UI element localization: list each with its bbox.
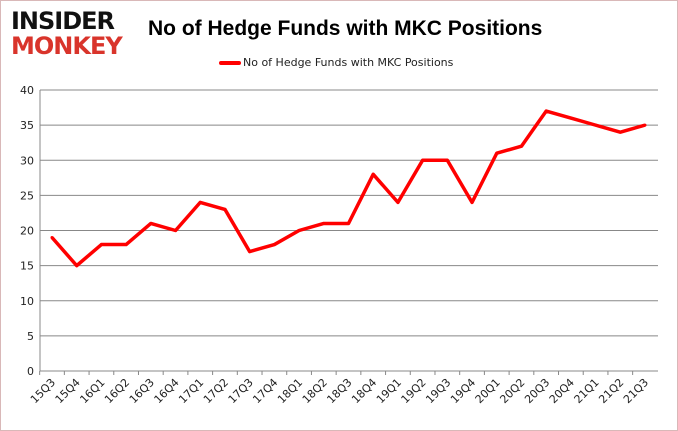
y-tick-label: 40: [20, 84, 34, 97]
x-tick-label: 16Q1: [77, 376, 107, 406]
x-tick-label: 21Q1: [572, 376, 602, 406]
x-tick-label: 16Q4: [152, 376, 182, 406]
y-tick-label: 15: [20, 260, 34, 273]
data-point: [371, 172, 375, 176]
data-point: [618, 130, 622, 134]
data-point: [223, 207, 227, 211]
chart-title: No of Hedge Funds with MKC Positions: [148, 17, 543, 40]
logo-line2: MONKEY: [11, 32, 123, 60]
data-point: [248, 250, 252, 254]
x-tick-label: 21Q3: [621, 376, 651, 406]
legend-label: No of Hedge Funds with MKC Positions: [243, 56, 454, 69]
x-tick-label: 17Q2: [201, 376, 231, 406]
data-point: [594, 123, 598, 127]
x-tick-label: 17Q3: [226, 376, 256, 406]
legend-swatch: [219, 60, 241, 65]
data-point: [495, 151, 499, 155]
x-tick-label: 18Q1: [275, 376, 305, 406]
x-tick-label: 18Q2: [300, 376, 330, 406]
x-tick-label: 15Q3: [28, 376, 58, 406]
data-point: [445, 158, 449, 162]
logo-line1: INSIDER: [11, 7, 115, 35]
data-point: [75, 264, 79, 268]
data-point: [347, 221, 350, 225]
data-point: [198, 200, 202, 204]
data-point: [124, 243, 128, 247]
x-tick-label: 20Q1: [473, 376, 503, 406]
y-tick-label: 5: [27, 330, 34, 343]
data-point: [297, 229, 301, 232]
insider-monkey-logo: INSIDER MONKEY: [11, 9, 129, 59]
y-tick-label: 35: [20, 119, 34, 132]
data-point: [322, 221, 326, 225]
x-tick-label: 15Q4: [53, 376, 83, 406]
data-point: [569, 116, 573, 120]
x-tick-label: 17Q4: [250, 376, 280, 406]
x-tick-label: 21Q2: [596, 376, 626, 406]
data-point: [99, 243, 103, 247]
legend: No of Hedge Funds with MKC Positions: [219, 56, 453, 69]
data-point: [544, 109, 548, 113]
y-tick-label: 0: [27, 365, 34, 378]
data-point: [174, 229, 178, 232]
series-line: [50, 109, 646, 268]
data-point: [396, 200, 400, 204]
x-tick-label: 18Q4: [349, 376, 379, 406]
x-tick-label: 20Q4: [547, 376, 577, 406]
x-tick-label: 16Q3: [127, 376, 157, 406]
data-point: [643, 123, 647, 127]
y-tick-label: 25: [20, 189, 34, 202]
x-tick-label: 18Q3: [324, 376, 354, 406]
x-tick-label: 19Q1: [374, 376, 404, 406]
y-tick-label: 30: [20, 154, 34, 167]
x-tick-label: 19Q2: [399, 376, 429, 406]
data-point: [272, 243, 276, 247]
x-tick-label: 17Q1: [176, 376, 206, 406]
data-point: [421, 158, 425, 162]
data-point: [149, 221, 153, 225]
x-tick-label: 16Q2: [102, 376, 132, 406]
y-tick-label: 20: [20, 225, 34, 238]
x-tick-label: 20Q3: [522, 376, 552, 406]
data-point: [470, 200, 474, 204]
y-tick-label: 10: [20, 295, 34, 308]
data-point: [519, 144, 523, 148]
data-point: [50, 236, 54, 240]
x-tick-label: 19Q4: [448, 376, 478, 406]
x-tick-label: 19Q3: [423, 376, 453, 406]
x-tick-label: 20Q2: [497, 376, 527, 406]
